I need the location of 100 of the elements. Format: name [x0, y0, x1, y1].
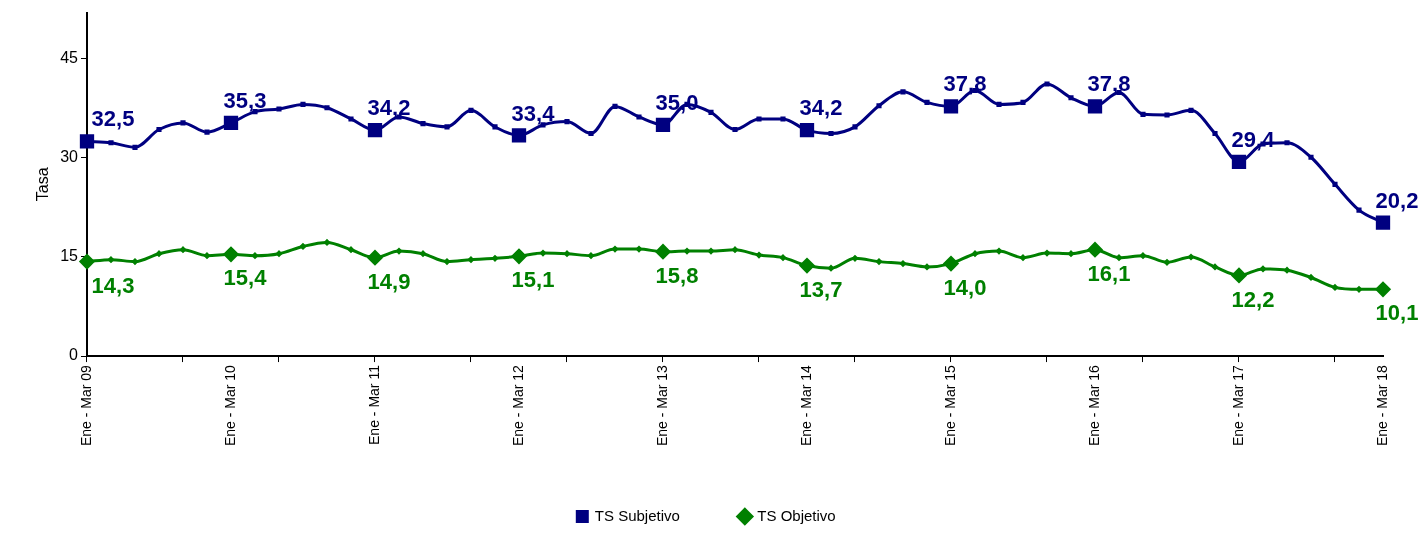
point [708, 248, 714, 255]
point [324, 239, 330, 246]
y-tick-label: 15 [60, 247, 79, 265]
point [180, 246, 186, 253]
point [636, 246, 642, 253]
point [492, 124, 498, 130]
data-label: 13,7 [799, 276, 843, 302]
point [684, 248, 690, 255]
point [924, 263, 930, 270]
point [564, 119, 570, 125]
point [540, 250, 546, 257]
point [276, 106, 282, 112]
data-label: 14,9 [367, 268, 411, 294]
point [204, 252, 210, 259]
point [1044, 81, 1050, 87]
point [1332, 284, 1338, 291]
point [1308, 274, 1314, 281]
point [900, 89, 906, 95]
point [1260, 265, 1266, 272]
point [1356, 286, 1362, 293]
point [612, 246, 618, 253]
point [348, 246, 354, 253]
point [444, 258, 450, 265]
x-tick-label: Ene - Mar 13 [653, 364, 670, 447]
point [564, 250, 570, 257]
point [1332, 181, 1338, 187]
point [132, 144, 138, 150]
data-label: 12,2 [1231, 286, 1275, 312]
point [1068, 95, 1074, 101]
point [876, 103, 882, 109]
point [324, 105, 330, 111]
point [1188, 254, 1194, 260]
point [588, 252, 594, 259]
y-tick-label: 0 [69, 346, 79, 364]
point [1020, 254, 1026, 261]
data-label: 37,8 [1087, 71, 1131, 97]
point [468, 107, 474, 113]
point [996, 101, 1002, 107]
point [1284, 140, 1290, 146]
point [108, 140, 114, 146]
point [1356, 207, 1362, 213]
point [156, 250, 162, 257]
point [996, 248, 1002, 255]
data-label: 37,8 [943, 71, 987, 97]
point [492, 255, 498, 262]
point [756, 252, 762, 259]
data-label: 16,1 [1087, 260, 1131, 286]
point [444, 124, 450, 130]
point [1164, 112, 1170, 118]
point [1308, 154, 1314, 160]
point [780, 254, 786, 261]
point [420, 250, 426, 257]
point [1044, 250, 1050, 257]
data-label: 10,1 [1375, 300, 1419, 326]
point [420, 121, 426, 127]
legend-label: TS Subjetivo [594, 506, 680, 524]
point [588, 130, 594, 137]
point [1284, 267, 1290, 274]
point [828, 130, 834, 137]
x-tick-label: Ene - Mar 12 [509, 364, 526, 447]
data-label: 14,3 [91, 272, 135, 298]
point [708, 109, 714, 115]
point [732, 246, 738, 253]
point [108, 256, 114, 263]
data-label: 34,2 [367, 95, 411, 121]
x-tick-label: Ene - Mar 18 [1373, 364, 1390, 447]
x-tick-label: Ene - Mar 09 [77, 364, 94, 447]
point [1140, 252, 1146, 259]
y-axis-title: Tasa [34, 167, 52, 202]
point [300, 101, 306, 107]
point [972, 250, 978, 257]
point [612, 103, 618, 109]
point [468, 256, 474, 263]
point [180, 120, 186, 126]
x-tick-label: Ene - Mar 15 [941, 364, 958, 447]
point [204, 129, 210, 135]
point [1212, 130, 1218, 137]
point [780, 116, 786, 122]
point [1140, 111, 1146, 117]
point [396, 248, 402, 255]
point [1164, 259, 1170, 266]
data-label: 14,0 [943, 274, 987, 300]
point [276, 250, 282, 257]
data-label: 20,2 [1375, 187, 1419, 213]
data-label: 33,4 [511, 100, 556, 126]
x-tick-label: Ene - Mar 17 [1229, 364, 1246, 447]
point [636, 114, 642, 120]
point [300, 243, 306, 250]
point [924, 99, 930, 105]
x-tick-label: Ene - Mar 16 [1085, 364, 1102, 447]
point [900, 260, 906, 267]
point [1020, 99, 1026, 105]
y-tick-label: 30 [60, 148, 79, 166]
point [876, 258, 882, 265]
point [252, 252, 258, 259]
data-label: 15,8 [655, 262, 699, 288]
data-label: 34,2 [799, 95, 843, 121]
point [348, 116, 354, 122]
data-label: 32,5 [91, 106, 135, 132]
x-tick-label: Ene - Mar 14 [797, 364, 814, 447]
